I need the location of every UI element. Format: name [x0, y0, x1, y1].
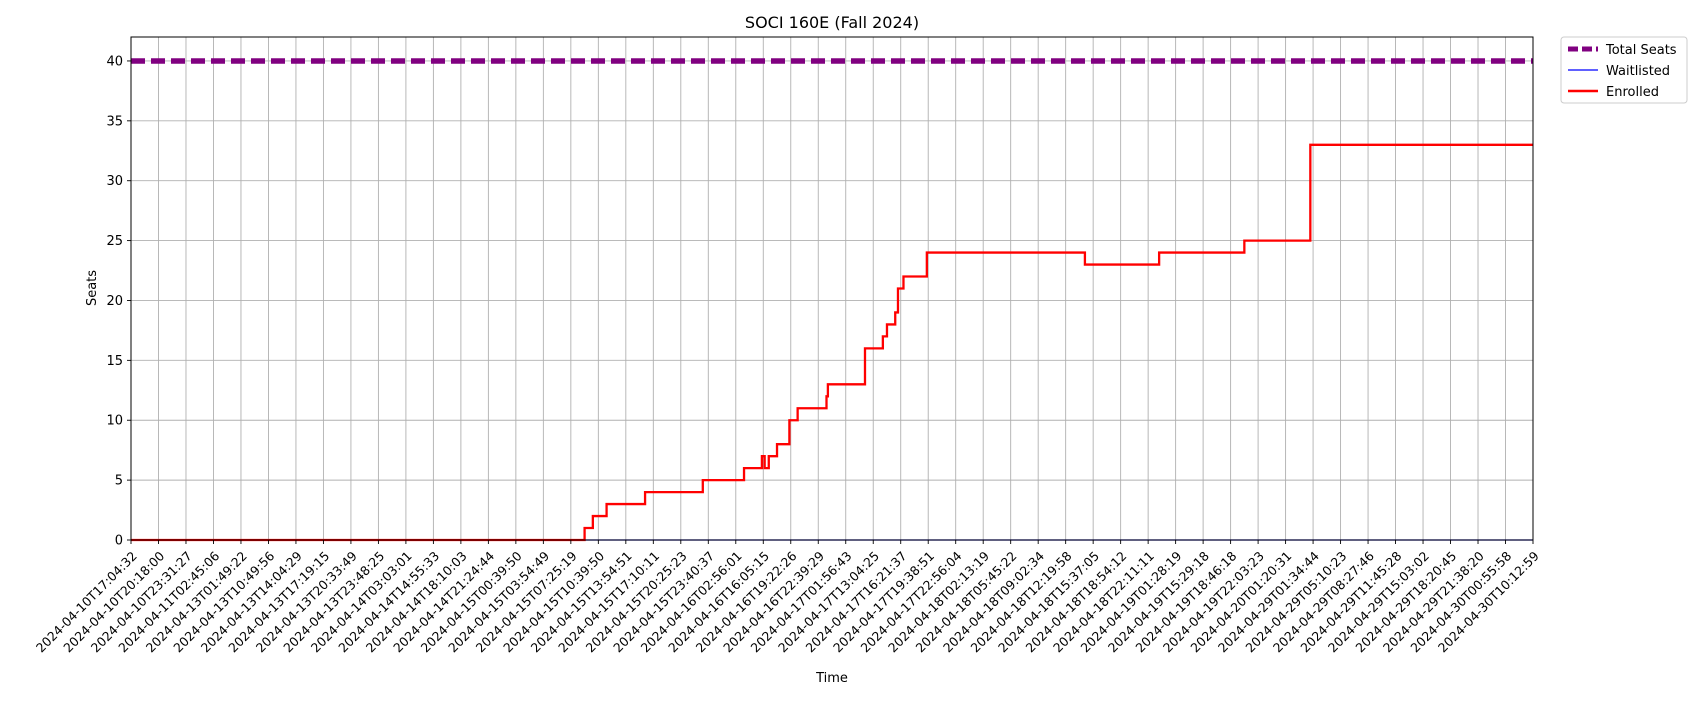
- y-tick-label: 20: [106, 294, 123, 309]
- legend-label-total-seats: Total Seats: [1605, 43, 1677, 58]
- y-axis-label: Seats: [85, 270, 100, 306]
- chart-title: SOCI 160E (Fall 2024): [745, 13, 919, 32]
- y-tick-label: 15: [106, 354, 123, 369]
- y-tick-label: 5: [115, 474, 123, 489]
- plot-frame: [130, 36, 1534, 541]
- y-tick-label: 30: [106, 174, 123, 189]
- legend-label-enrolled: Enrolled: [1606, 85, 1659, 100]
- y-tick-label: 40: [106, 54, 123, 69]
- x-axis: 2024-04-10T17:04:322024-04-10T20:18:0020…: [33, 540, 1542, 655]
- legend: Total Seats Waitlisted Enrolled: [1560, 36, 1688, 104]
- y-tick-label: 35: [106, 114, 123, 129]
- series-line-enrolled: [131, 143, 1533, 542]
- y-tick-label: 25: [106, 234, 123, 249]
- y-tick-label: 10: [106, 414, 123, 429]
- y-axis: 0 5 10 15 20 25 30 35 40: [106, 54, 131, 549]
- x-axis-label: Time: [815, 671, 848, 686]
- legend-frame: [1560, 36, 1688, 104]
- legend-label-waitlisted: Waitlisted: [1606, 64, 1670, 79]
- grid-layer: [130, 37, 1534, 541]
- y-tick-label: 0: [115, 534, 123, 549]
